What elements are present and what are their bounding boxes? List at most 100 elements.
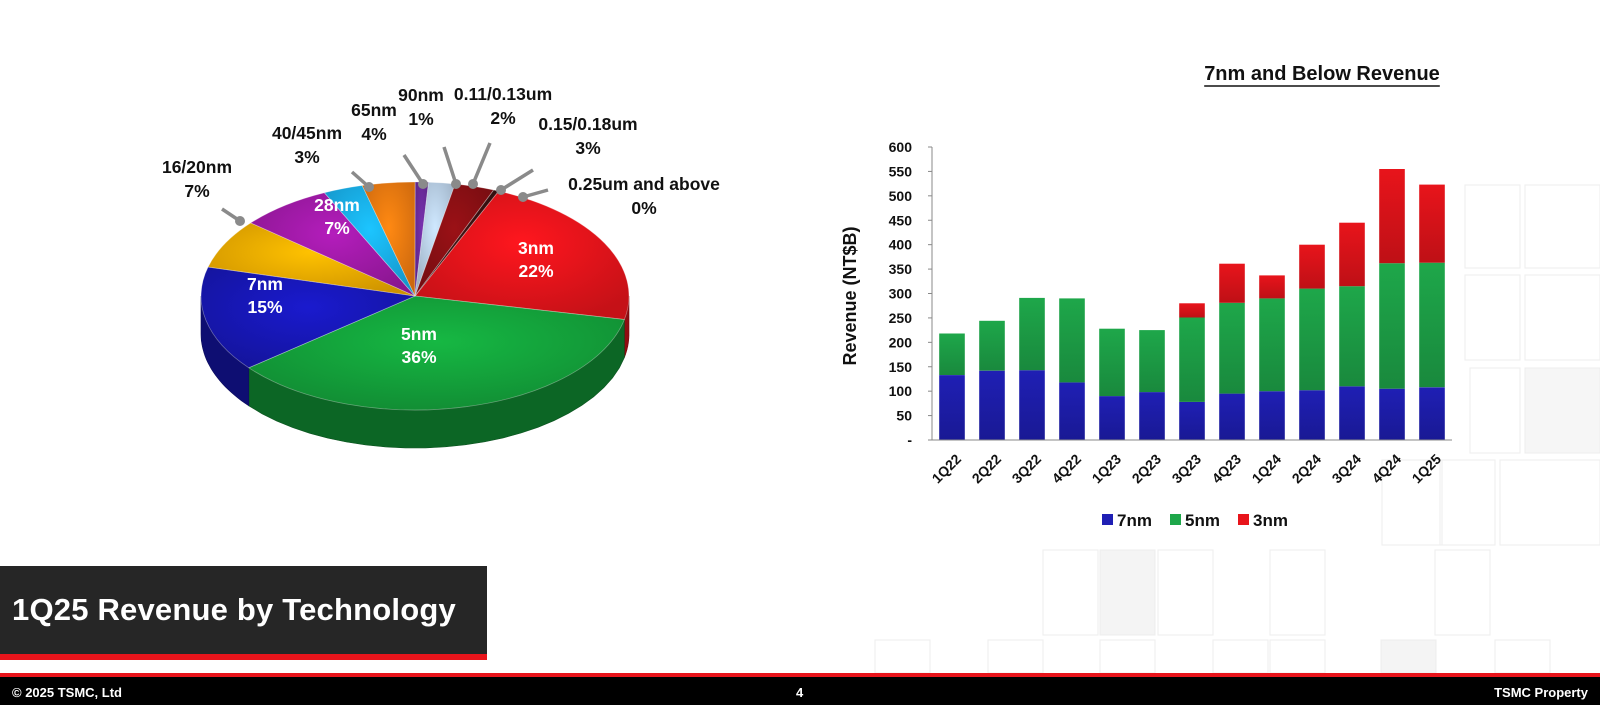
bar-3nm-3q23 [1179, 303, 1205, 318]
x-tick-label: 3Q22 [1009, 451, 1045, 487]
pie-slice-40-45nm [323, 185, 416, 297]
legend-swatch-7nm [1102, 514, 1113, 525]
footer-bar: © 2025 TSMC, Ltd 4 TSMC Property [0, 677, 1600, 705]
pie-pct-28nm: 7% [324, 218, 350, 238]
pie-side-7nm [200, 295, 250, 407]
pie-leader-0-11-0-13um [471, 142, 492, 185]
pie-pct-0-11-0-13um: 2% [490, 108, 516, 128]
pie-leader-dot-0-11-0-13um [468, 179, 478, 189]
pie-slice-28nm [249, 192, 416, 297]
bar-5nm-3q22 [1019, 297, 1045, 371]
x-tick-label: 2Q24 [1289, 451, 1325, 487]
pie-leader-dot-0-15-0-18um [496, 185, 506, 195]
y-axis-label: Revenue (NT$B) [840, 226, 860, 365]
legend-label-3nm: 3nm [1253, 511, 1288, 530]
x-tick-label: 1Q24 [1249, 451, 1285, 487]
y-tick-label: 400 [889, 237, 913, 253]
pie-label-0-11-0-13um: 0.11/0.13um [454, 84, 552, 104]
y-tick-label: 450 [889, 212, 913, 228]
bar-5nm-3q24 [1339, 286, 1365, 387]
y-tick-label: 200 [889, 334, 913, 350]
pie-leader-0-15-0-18um [500, 168, 534, 192]
pie-label-0-15-0-18um: 0.15/0.18um [538, 114, 637, 134]
pie-pct-7nm: 15% [247, 297, 282, 317]
bar-5nm-2q23 [1139, 330, 1165, 393]
bar-5nm-1q23 [1099, 328, 1125, 397]
legend-swatch-3nm [1238, 514, 1249, 525]
bar-5nm-4q22 [1059, 298, 1085, 383]
bar-5nm-2q24 [1299, 288, 1325, 391]
footer-property: TSMC Property [1494, 685, 1588, 700]
pie-pct-16-20nm: 7% [184, 181, 210, 201]
pie-leader-dot-65nm [418, 179, 428, 189]
pie-pct-5nm: 36% [401, 347, 436, 367]
bar-7nm-4q24 [1379, 388, 1405, 440]
bar-7nm-2q22 [979, 370, 1005, 440]
pie-leader-dot-40-45nm [364, 182, 374, 192]
legend-label-7nm: 7nm [1117, 511, 1152, 530]
pie-label-7nm: 7nm [247, 274, 283, 294]
pie-slice-7nm [200, 266, 417, 369]
bar-3nm-4q23 [1219, 263, 1245, 303]
pie-chart: 3nm 22% 5nm 36% 7nm 15% 16/20nm 7% 28nm 7% 40/45nm… [162, 84, 720, 449]
legend-swatch-5nm [1170, 514, 1181, 525]
bar-5nm-4q23 [1219, 302, 1245, 394]
bar-5nm-3q23 [1179, 317, 1205, 402]
pie-label-3nm: 3nm [518, 238, 554, 258]
pie-label-40-45nm: 40/45nm [272, 123, 342, 143]
y-tick-label: 300 [889, 286, 913, 302]
x-tick-label: 4Q24 [1369, 451, 1405, 487]
bar-7nm-1q25 [1419, 387, 1445, 440]
y-tick-label: 250 [889, 310, 913, 326]
bar-7nm-2q24 [1299, 390, 1325, 440]
pie-leader-65nm [402, 154, 425, 185]
pie-pct-65nm: 4% [361, 124, 387, 144]
bar-3nm-1q25 [1419, 184, 1445, 263]
pie-label-65nm: 65nm [351, 100, 397, 120]
slide-title-box: 1Q25 Revenue by Technology [0, 566, 487, 660]
y-tick-label: 550 [889, 163, 913, 179]
x-tick-label: 4Q23 [1209, 451, 1245, 487]
bar-3nm-2q24 [1299, 244, 1325, 289]
y-tick-label: 100 [889, 383, 913, 399]
y-tick-label: 50 [896, 408, 912, 424]
x-tick-label: 2Q22 [969, 451, 1005, 487]
bar-7nm-1q24 [1259, 391, 1285, 440]
bar-7nm-4q23 [1219, 393, 1245, 440]
y-tick-label: 600 [889, 139, 913, 155]
pie-pct-0-15-0-18um: 3% [575, 138, 601, 158]
pie-slice-16-20nm [207, 222, 416, 297]
pie-slice-5nm [247, 295, 625, 411]
pie-label-90nm: 90nm [398, 85, 444, 105]
pie-label-16-20nm: 16/20nm [162, 157, 232, 177]
x-tick-label: 3Q23 [1169, 451, 1205, 487]
pie-slice-65nm [361, 181, 416, 297]
pie-slice-3nm [414, 190, 630, 320]
bar-5nm-4q24 [1379, 263, 1405, 389]
footer-accent-line [0, 673, 1600, 677]
x-tick-label: 1Q23 [1089, 451, 1125, 487]
bar-5nm-1q25 [1419, 262, 1445, 388]
bar-3nm-4q24 [1379, 169, 1405, 264]
bar-3nm-3q24 [1339, 222, 1365, 287]
bar-5nm-1q22 [939, 333, 965, 375]
footer-page-number: 4 [796, 685, 804, 700]
bar-chart-title: 7nm and Below Revenue [1204, 63, 1440, 85]
pie-leader-90nm [442, 146, 458, 185]
y-tick-label: 150 [889, 359, 913, 375]
slide-title: 1Q25 Revenue by Technology [12, 592, 456, 627]
bar-5nm-1q24 [1259, 298, 1285, 392]
x-tick-label: 1Q22 [929, 451, 965, 487]
y-tick-label: 500 [889, 188, 913, 204]
y-tick-label: 350 [889, 261, 913, 277]
bar-chart: 7nm and Below Revenue Revenue (NT$B) - 50… [840, 63, 1452, 530]
x-tick-label: 2Q23 [1129, 451, 1165, 487]
bar-7nm-3q22 [1019, 370, 1045, 440]
pie-label-28nm: 28nm [314, 195, 360, 215]
bar-7nm-1q22 [939, 375, 965, 440]
bar-3nm-1q24 [1259, 275, 1285, 299]
pie-pct-40-45nm: 3% [294, 147, 320, 167]
pie-label-0-25um-and-above: 0.25um and above [568, 174, 720, 194]
footer-copyright: © 2025 TSMC, Ltd [12, 685, 122, 700]
